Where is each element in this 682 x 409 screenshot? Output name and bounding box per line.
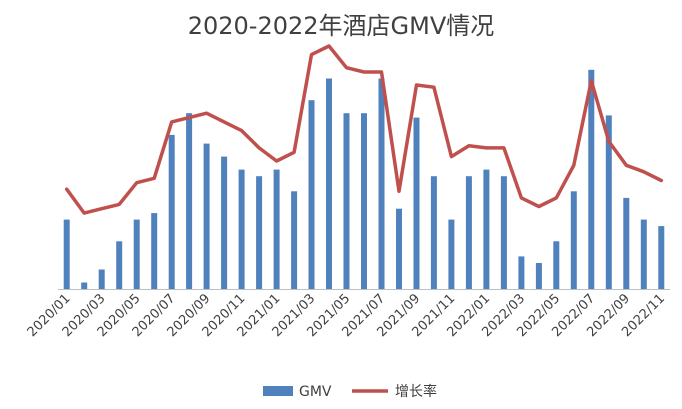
gmv-bar-2022/11 [658, 226, 665, 289]
gmv-bar-2022/01 [483, 169, 490, 289]
gmv-bar-2020/10 [221, 156, 228, 289]
gmv-bar-2020/04 [116, 241, 123, 289]
legend-gmv-label: GMV [299, 384, 332, 400]
gmv-bar-2022/05 [553, 241, 560, 289]
gmv-bar-2020/02 [81, 282, 88, 289]
gmv-bar-2022/04 [535, 263, 542, 289]
gmv-bar-2022/08 [605, 115, 612, 290]
gmv-bar-2021/01 [273, 169, 280, 289]
gmv-bar-2020/05 [133, 219, 140, 289]
gmv-bar-2021/05 [343, 113, 350, 289]
gmv-bar-2020/08 [186, 113, 193, 289]
gmv-bar-2021/06 [361, 113, 367, 289]
chart-title: 2020-2022年酒店GMV情况 [187, 12, 495, 40]
gmv-bar-2021/08 [396, 208, 402, 289]
gmv-bars [63, 69, 665, 290]
gmv-bar-2021/11 [448, 219, 455, 289]
gmv-bar-2021/04 [326, 78, 332, 289]
gmv-bar-2020/07 [168, 134, 175, 289]
gmv-bar-2022/07 [588, 69, 595, 289]
gmv-bar-2020/03 [98, 269, 105, 289]
gmv-bar-2020/01 [63, 219, 70, 289]
gmv-bar-2022/06 [570, 191, 577, 289]
gmv-bar-2021/03 [308, 100, 315, 289]
gmv-bar-2020/12 [256, 176, 263, 289]
legend-growth-label: 增长率 [395, 383, 437, 400]
gmv-bar-2020/11 [238, 169, 245, 289]
gmv-bar-2020/09 [203, 143, 210, 289]
gmv-bar-2022/10 [640, 219, 647, 289]
gmv-bar-2021/10 [430, 176, 437, 289]
legend-gmv-swatch [263, 386, 293, 396]
gmv-bar-2021/09 [413, 117, 420, 289]
gmv-bar-2021/07 [378, 78, 385, 289]
gmv-bar-2021/12 [465, 176, 472, 289]
legend: GMV 增长率 [263, 383, 437, 400]
gmv-bar-2022/03 [518, 256, 525, 289]
gmv-bar-2022/02 [500, 176, 507, 289]
gmv-bar-2020/06 [151, 213, 158, 289]
gmv-bar-2021/02 [291, 191, 298, 289]
gmv-bar-2022/09 [623, 197, 630, 289]
